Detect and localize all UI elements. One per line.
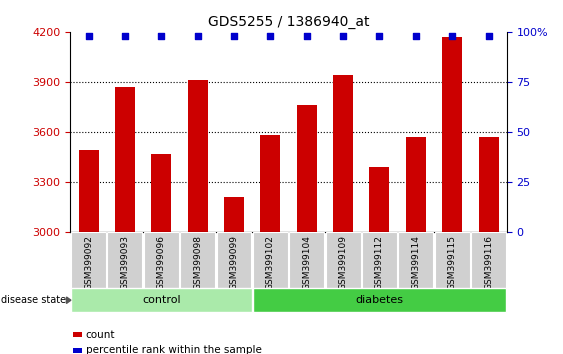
Point [230, 33, 239, 39]
FancyBboxPatch shape [180, 232, 215, 289]
Text: GSM399104: GSM399104 [302, 235, 311, 290]
Text: GSM399102: GSM399102 [266, 235, 275, 290]
FancyBboxPatch shape [253, 288, 506, 312]
Text: GSM399112: GSM399112 [375, 235, 384, 290]
FancyBboxPatch shape [71, 288, 252, 312]
Title: GDS5255 / 1386940_at: GDS5255 / 1386940_at [208, 16, 369, 29]
Point [157, 33, 166, 39]
Text: count: count [86, 330, 115, 339]
Point [338, 33, 347, 39]
Point [484, 33, 493, 39]
Point [448, 33, 457, 39]
FancyBboxPatch shape [362, 232, 397, 289]
FancyBboxPatch shape [471, 232, 506, 289]
FancyBboxPatch shape [71, 232, 106, 289]
Text: percentile rank within the sample: percentile rank within the sample [86, 346, 261, 354]
Bar [151, 154, 171, 232]
Text: GSM399093: GSM399093 [120, 235, 129, 290]
FancyBboxPatch shape [144, 232, 178, 289]
FancyBboxPatch shape [399, 232, 434, 289]
Point [193, 33, 202, 39]
Text: GSM399115: GSM399115 [448, 235, 457, 290]
Bar [224, 197, 244, 232]
Bar [333, 75, 353, 232]
Text: GSM399099: GSM399099 [230, 235, 239, 290]
FancyBboxPatch shape [253, 232, 288, 289]
Point [412, 33, 421, 39]
Text: control: control [142, 295, 181, 305]
Bar [369, 167, 390, 232]
Text: GSM399096: GSM399096 [157, 235, 166, 290]
FancyBboxPatch shape [289, 232, 324, 289]
Bar [115, 87, 135, 232]
Point [120, 33, 129, 39]
Point [302, 33, 311, 39]
FancyBboxPatch shape [435, 232, 470, 289]
Bar [442, 37, 462, 232]
Point [375, 33, 384, 39]
FancyBboxPatch shape [108, 232, 142, 289]
Text: diabetes: diabetes [355, 295, 404, 305]
Text: GSM399116: GSM399116 [484, 235, 493, 290]
FancyBboxPatch shape [325, 232, 360, 289]
Text: GSM399098: GSM399098 [193, 235, 202, 290]
FancyBboxPatch shape [217, 232, 252, 289]
Bar [297, 105, 317, 232]
Text: disease state: disease state [1, 295, 66, 305]
Bar [187, 80, 208, 232]
Bar [79, 150, 99, 232]
Text: GSM399114: GSM399114 [412, 235, 421, 290]
Bar [479, 137, 498, 232]
Bar [260, 135, 280, 232]
Point [84, 33, 93, 39]
Text: GSM399109: GSM399109 [338, 235, 347, 290]
Text: GSM399092: GSM399092 [84, 235, 93, 290]
Bar [406, 137, 426, 232]
Point [266, 33, 275, 39]
